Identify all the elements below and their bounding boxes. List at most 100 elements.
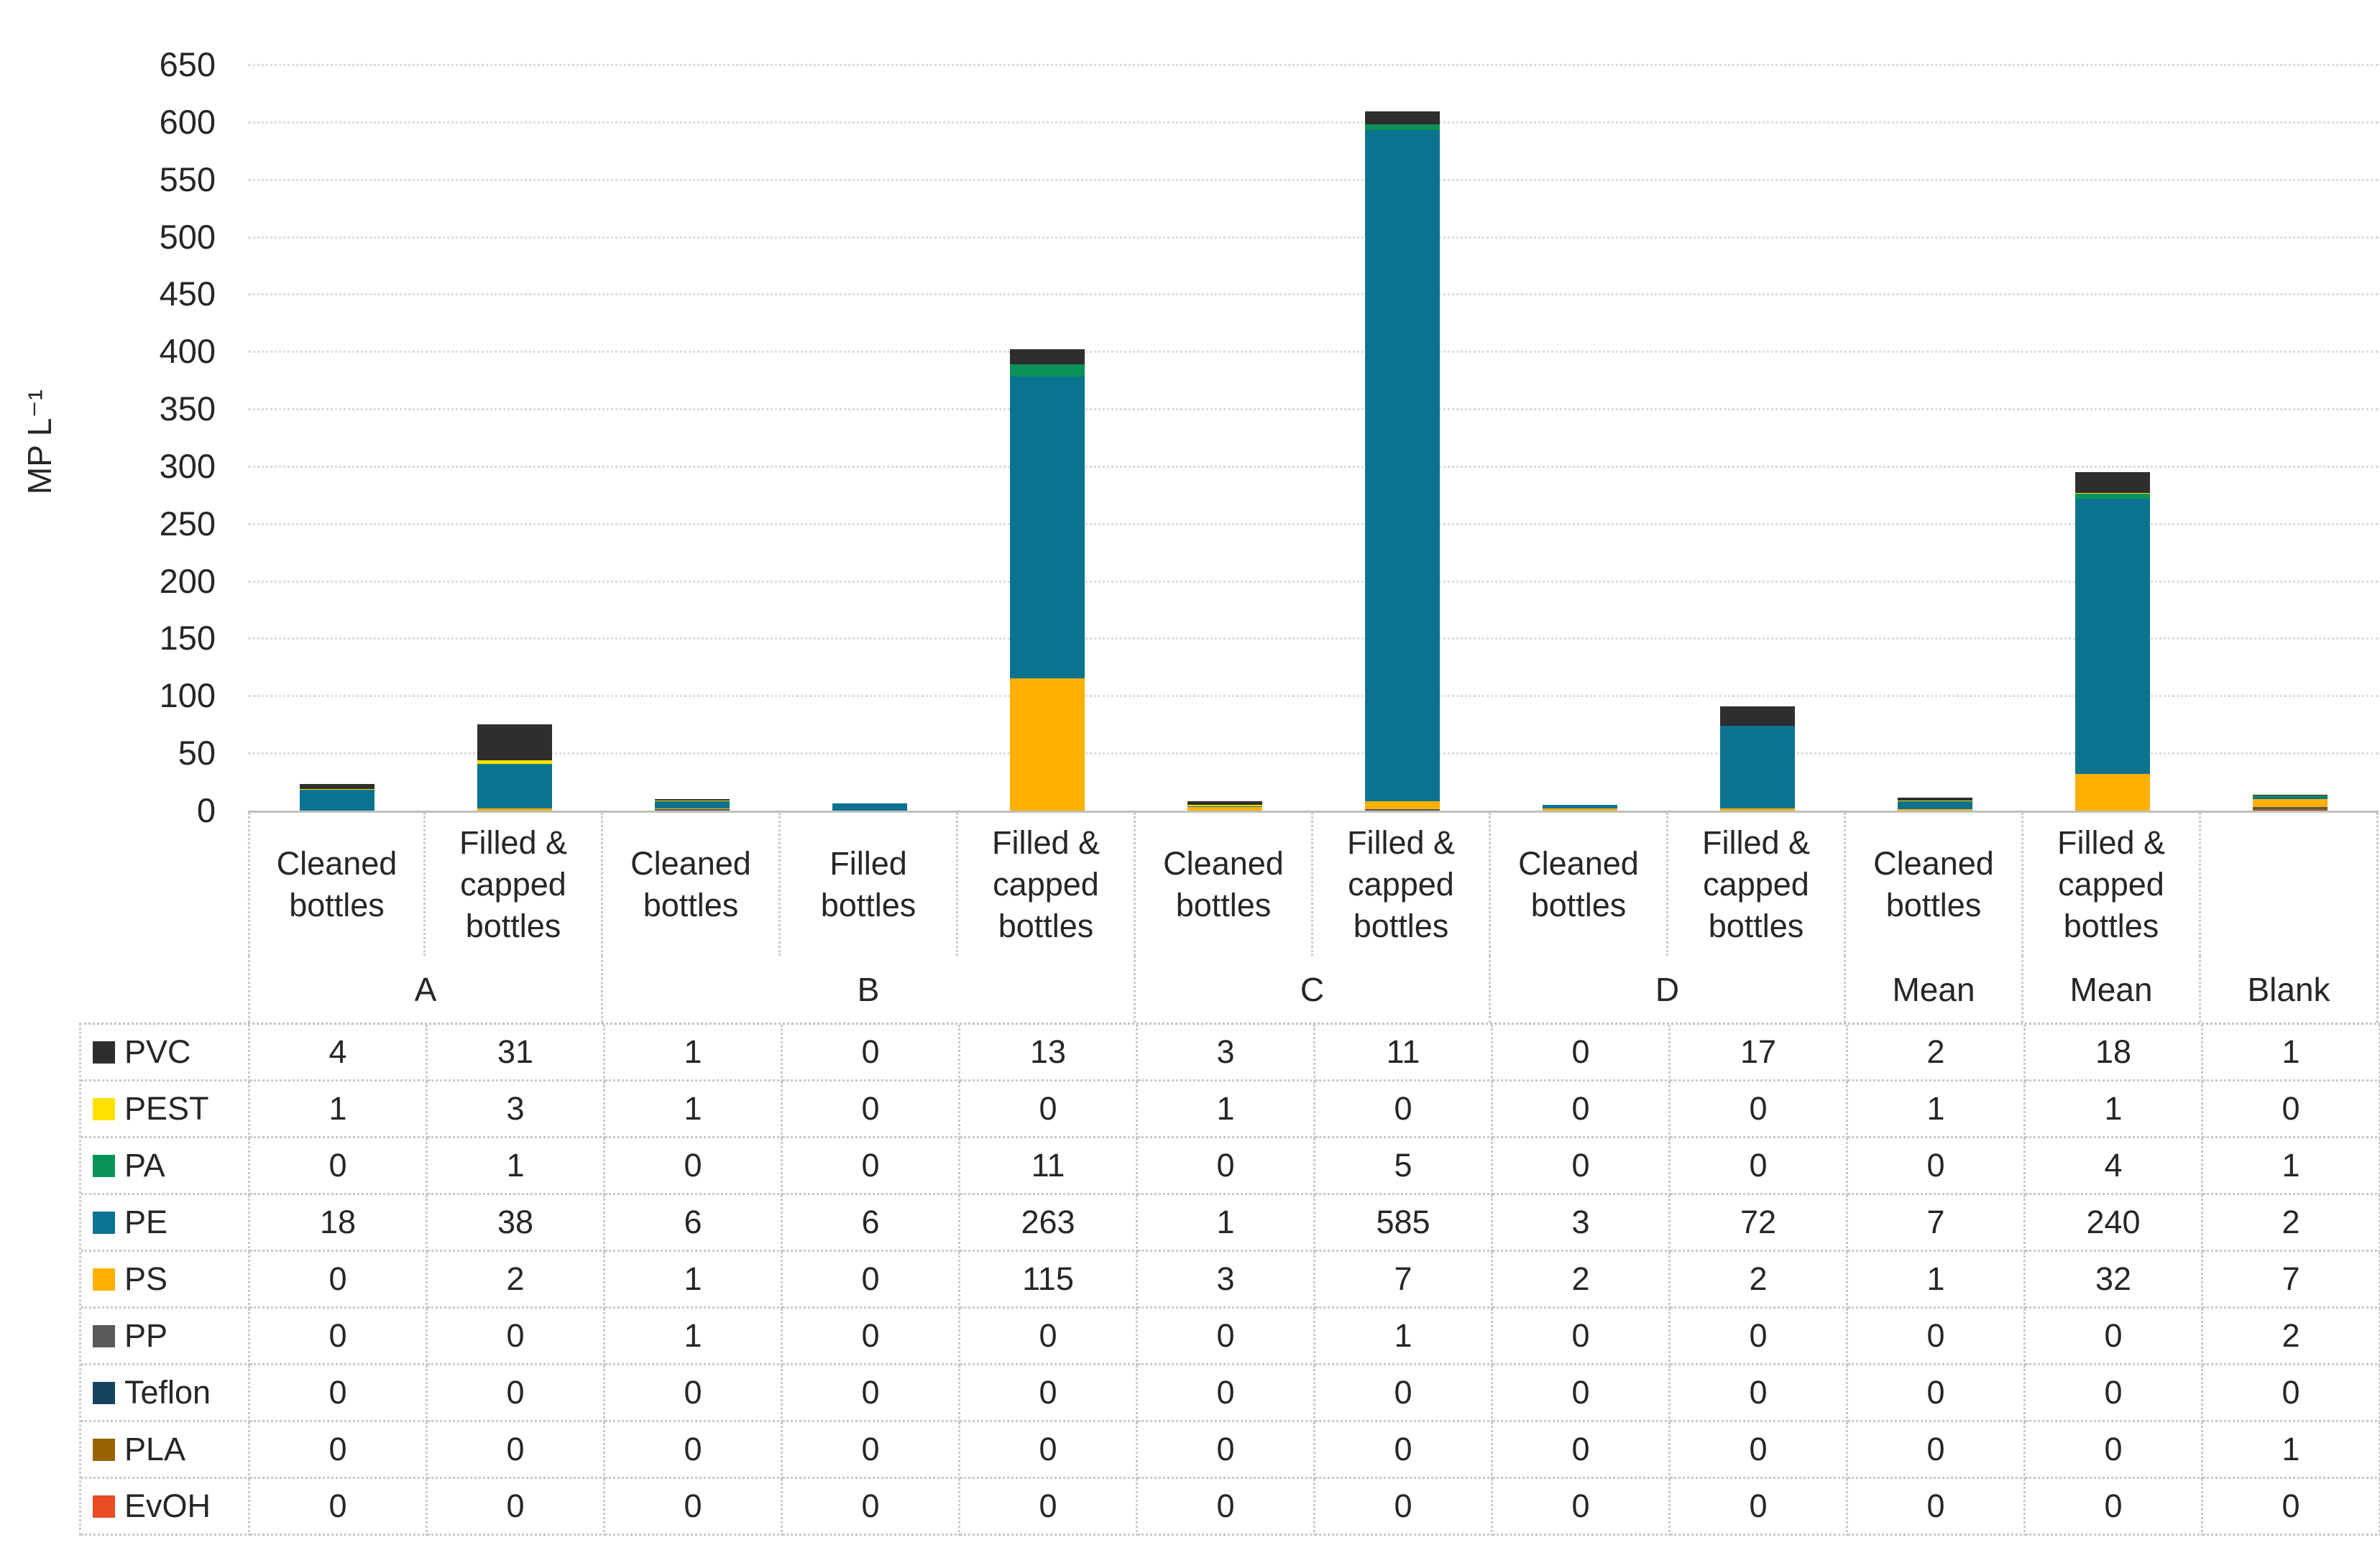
table-row: PE 18 38 6 6 263 1 585 3 72 7 240 2 [81, 1195, 2380, 1252]
value-cell: 0 [1493, 1422, 1671, 1479]
value-cell: 0 [1671, 1138, 1848, 1195]
category-cell: Filled & capped bottles [1668, 813, 1846, 956]
value-cell: 1 [428, 1138, 605, 1195]
group-cell: Mean [2023, 956, 2201, 1023]
value-cell: 0 [250, 1252, 428, 1309]
gridline [248, 236, 2379, 239]
value-cell: 0 [1493, 1479, 1671, 1536]
bar-segment-pa [1364, 124, 1440, 131]
bar-segment-pa [2075, 494, 2150, 499]
legend-swatch [93, 1381, 115, 1404]
bar [299, 784, 375, 811]
bar-segment-pe [832, 803, 907, 811]
category-label: Filled & capped bottles [1346, 824, 1456, 944]
legend-swatch [93, 1097, 115, 1120]
legend-label: PS [124, 1260, 168, 1297]
bar-segment-pvc [1187, 801, 1262, 805]
legend-cell: PVC [81, 1025, 250, 1082]
bar-segment-pvc [477, 724, 552, 760]
bar [1897, 798, 1972, 811]
gridline [248, 465, 2379, 468]
bar-segment-ps [1719, 808, 1795, 811]
legend-cell: PLA [81, 1422, 250, 1479]
value-cell: 1 [2203, 1422, 2380, 1479]
bar-segment-pest [1897, 800, 1972, 802]
table-row: PA 0 1 0 0 11 0 5 0 0 0 4 1 [81, 1138, 2380, 1195]
value-cell: 7 [1315, 1252, 1493, 1309]
value-cell: 240 [2026, 1195, 2203, 1252]
legend-label: PP [124, 1317, 168, 1354]
bar-segment-pvc [654, 799, 730, 801]
value-cell: 11 [1315, 1025, 1493, 1082]
group-label: Blank [2247, 970, 2330, 1008]
group-label: B [857, 970, 880, 1008]
table-row: PVC 4 31 1 0 13 3 11 0 17 2 18 1 [81, 1025, 2380, 1082]
value-cell: 0 [2203, 1479, 2380, 1536]
y-tick-label: 250 [159, 504, 216, 543]
y-tick-label: 150 [159, 619, 216, 658]
bar-segment-pe [1897, 801, 1972, 810]
value-cell: 11 [960, 1138, 1138, 1195]
value-cell: 0 [605, 1138, 783, 1195]
value-cell: 13 [960, 1025, 1138, 1082]
value-cell: 0 [605, 1479, 783, 1536]
value-cell: 4 [2026, 1138, 2203, 1195]
gridline [248, 178, 2379, 181]
bar-segment-ps [2252, 799, 2328, 808]
value-cell: 0 [1848, 1138, 2026, 1195]
bar-segment-pvc [299, 784, 375, 789]
value-cell: 18 [2026, 1025, 2203, 1082]
table-row: PP 0 0 1 0 0 0 1 0 0 0 0 2 [81, 1309, 2380, 1365]
bar-segment-pla [2252, 809, 2328, 811]
value-cell: 17 [1671, 1025, 1848, 1082]
y-tick-label: 300 [159, 446, 216, 485]
bar [1542, 805, 1617, 811]
gridline [248, 637, 2379, 640]
value-cell: 1 [2203, 1138, 2380, 1195]
category-label: Cleaned bottles [1873, 844, 1994, 923]
bar-segment-ps [2075, 773, 2150, 811]
value-cell: 6 [605, 1195, 783, 1252]
value-cell: 0 [250, 1365, 428, 1422]
value-cell: 0 [605, 1422, 783, 1479]
value-cell: 7 [1848, 1195, 2026, 1252]
value-cell: 0 [1138, 1422, 1315, 1479]
value-cell: 1 [2026, 1082, 2203, 1138]
table-row: EvOH 0 0 0 0 0 0 0 0 0 0 0 0 [81, 1479, 2380, 1536]
value-cell: 0 [2026, 1422, 2203, 1479]
gridline [248, 522, 2379, 525]
bar-segment-pe [1009, 377, 1085, 679]
table-row: PLA 0 0 0 0 0 0 0 0 0 0 0 1 [81, 1422, 2380, 1479]
value-cell: 1 [605, 1309, 783, 1365]
category-label: Filled & capped bottles [1701, 824, 1811, 944]
y-tick-label: 200 [159, 561, 216, 600]
legend-cell: Teflon [81, 1365, 250, 1422]
value-cell: 2 [1493, 1252, 1671, 1309]
category-cell: Filled bottles [781, 813, 958, 956]
bar-segment-ps [1542, 808, 1617, 811]
value-cell: 0 [1493, 1309, 1671, 1365]
bar-segment-pvc [1364, 111, 1440, 125]
bar-segment-pa [2252, 795, 2328, 797]
bar-segment-pp [1364, 809, 1440, 811]
y-tick-label: 450 [159, 275, 216, 313]
value-cell: 0 [960, 1422, 1138, 1479]
value-cell: 585 [1315, 1195, 1493, 1252]
value-cell: 2 [2203, 1309, 2380, 1365]
bar-segment-pest [2075, 492, 2150, 494]
gridline [248, 293, 2379, 296]
value-cell: 0 [1848, 1422, 2026, 1479]
bar [1719, 706, 1795, 811]
bar-segment-pa [1009, 364, 1085, 377]
value-cell: 0 [783, 1082, 960, 1138]
bar-segment-pe [1187, 806, 1262, 808]
bar [2252, 794, 2328, 811]
value-cell: 3 [1493, 1195, 1671, 1252]
category-cell [2201, 813, 2379, 956]
y-tick-label: 550 [159, 160, 216, 198]
bar-segment-pvc [2075, 471, 2150, 493]
value-cell: 72 [1671, 1195, 1848, 1252]
value-cell: 6 [783, 1195, 960, 1252]
value-cell: 1 [1138, 1195, 1315, 1252]
